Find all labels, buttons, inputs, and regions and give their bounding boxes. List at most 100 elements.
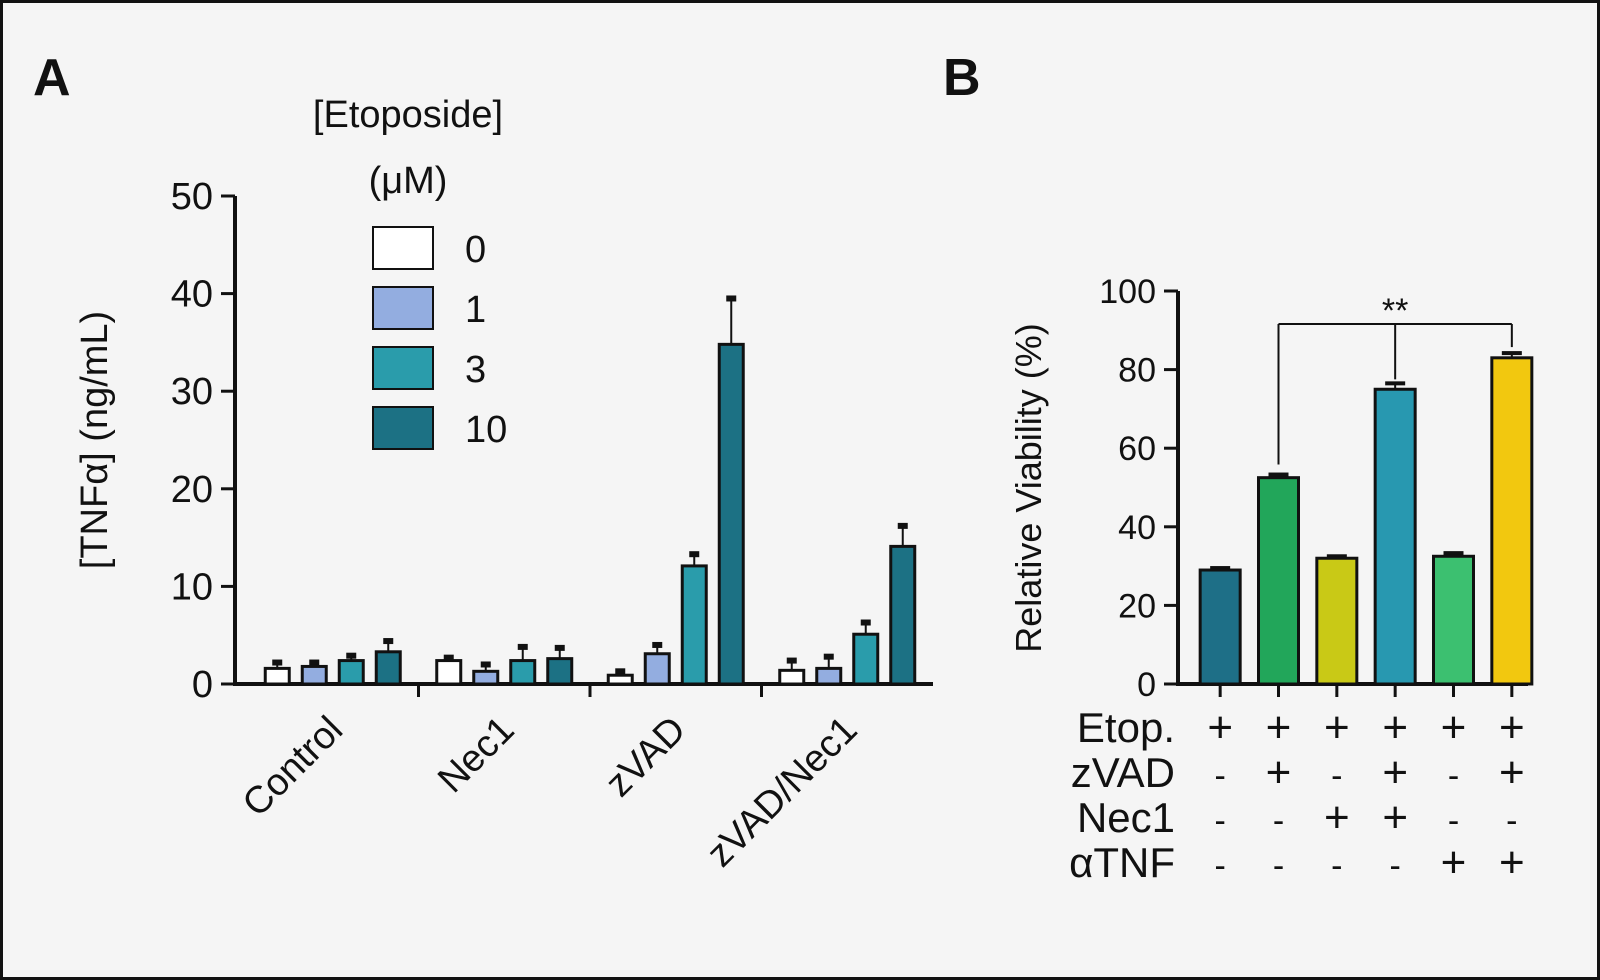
condition-sign: - xyxy=(1331,757,1342,795)
bar xyxy=(1198,568,1242,686)
y-tick-label: 0 xyxy=(1137,666,1156,704)
condition-sign: - xyxy=(1448,802,1459,840)
condition-sign: + xyxy=(1441,703,1467,752)
legend-swatch xyxy=(372,226,434,270)
condition-sign: - xyxy=(1215,847,1226,885)
condition-label: Nec1 xyxy=(1077,794,1175,841)
legend-title-units: (μM) xyxy=(369,160,448,202)
significance-label: ** xyxy=(1382,292,1408,330)
error-cap xyxy=(383,638,394,645)
x-tick-label: Nec1 xyxy=(430,709,522,801)
bar xyxy=(1373,387,1417,686)
y-tick-label: 20 xyxy=(171,469,213,511)
y-tick-label: 0 xyxy=(192,664,213,706)
error-cap xyxy=(1268,472,1289,477)
condition-sign: + xyxy=(1499,748,1525,797)
condition-sign: - xyxy=(1506,802,1517,840)
condition-sign: - xyxy=(1273,847,1284,885)
error-cap xyxy=(443,654,454,661)
bar xyxy=(606,673,634,686)
error-cap xyxy=(689,551,700,558)
error-cap xyxy=(346,652,357,659)
bar xyxy=(509,659,537,686)
error-cap xyxy=(1443,551,1464,556)
bar xyxy=(337,659,365,686)
condition-sign: + xyxy=(1382,793,1408,842)
bar xyxy=(815,666,843,686)
bar xyxy=(680,564,708,686)
legend-label: 3 xyxy=(465,349,486,391)
y-tick-label: 40 xyxy=(1118,509,1156,547)
error-cap xyxy=(823,653,834,660)
legend-label: 10 xyxy=(465,409,507,451)
y-tick-label: 30 xyxy=(171,371,213,413)
condition-sign: - xyxy=(1448,757,1459,795)
bar xyxy=(852,632,880,686)
bar xyxy=(1257,476,1300,686)
condition-sign: - xyxy=(1331,847,1342,885)
error-cap xyxy=(272,659,283,666)
bar xyxy=(374,650,402,686)
error-cap xyxy=(1385,381,1406,386)
bar xyxy=(546,657,574,686)
x-tick-label: zVAD/Nec1 xyxy=(699,709,866,876)
bar xyxy=(1490,356,1534,686)
legend-swatch xyxy=(372,346,434,390)
bar xyxy=(263,666,291,686)
bar xyxy=(717,342,745,686)
condition-label: αTNF xyxy=(1069,839,1175,886)
error-cap xyxy=(860,619,871,626)
condition-sign: + xyxy=(1499,838,1525,887)
condition-sign: + xyxy=(1499,703,1525,752)
error-cap xyxy=(1326,554,1347,559)
error-cap xyxy=(554,644,565,651)
error-cap xyxy=(615,668,626,675)
legend-swatch xyxy=(372,406,434,450)
y-axis-label: Relative Viability (%) xyxy=(1008,323,1049,652)
y-tick-label: 50 xyxy=(171,176,213,218)
error-cap xyxy=(480,661,491,668)
error-cap xyxy=(726,295,737,302)
condition-sign: + xyxy=(1324,703,1350,752)
error-cap xyxy=(786,657,797,664)
panel-label-a: A xyxy=(33,49,71,107)
y-tick-label: 100 xyxy=(1099,273,1156,311)
legend-label: 1 xyxy=(465,289,486,331)
error-cap xyxy=(652,641,663,648)
y-tick-label: 40 xyxy=(171,274,213,316)
y-tick-label: 60 xyxy=(1118,430,1156,468)
y-tick-label: 20 xyxy=(1118,587,1156,625)
condition-sign: + xyxy=(1382,748,1408,797)
condition-sign: - xyxy=(1273,802,1284,840)
y-axis-label: [TNFα] (ng/mL) xyxy=(74,311,116,569)
x-tick-label: zVAD xyxy=(598,709,694,805)
panel-b-chart: 0 20 40 60 80 100 Relative Viability (%) ** Etop… xyxy=(1008,273,1534,887)
condition-sign: + xyxy=(1266,703,1292,752)
condition-sign: - xyxy=(1390,847,1401,885)
bar xyxy=(778,668,806,686)
condition-sign: + xyxy=(1441,838,1467,887)
condition-sign: + xyxy=(1207,703,1233,752)
error-cap xyxy=(897,522,908,529)
condition-sign: + xyxy=(1266,748,1292,797)
bar xyxy=(300,664,328,686)
error-cap xyxy=(1210,566,1231,571)
condition-label: Etop. xyxy=(1077,704,1175,751)
x-tick-label: Control xyxy=(235,709,351,825)
y-tick-label: 80 xyxy=(1118,352,1156,390)
legend-swatch xyxy=(372,286,434,330)
condition-label: zVAD xyxy=(1071,749,1175,796)
legend-label: 0 xyxy=(465,229,486,271)
panel-label-b: B xyxy=(943,49,981,107)
y-tick-label: 10 xyxy=(171,566,213,608)
bar xyxy=(435,659,463,686)
bar xyxy=(472,669,500,686)
legend-title: [Etoposide] xyxy=(313,94,503,136)
error-cap xyxy=(1501,351,1522,356)
error-cap xyxy=(309,659,320,666)
condition-sign: + xyxy=(1324,793,1350,842)
error-cap xyxy=(517,643,528,650)
